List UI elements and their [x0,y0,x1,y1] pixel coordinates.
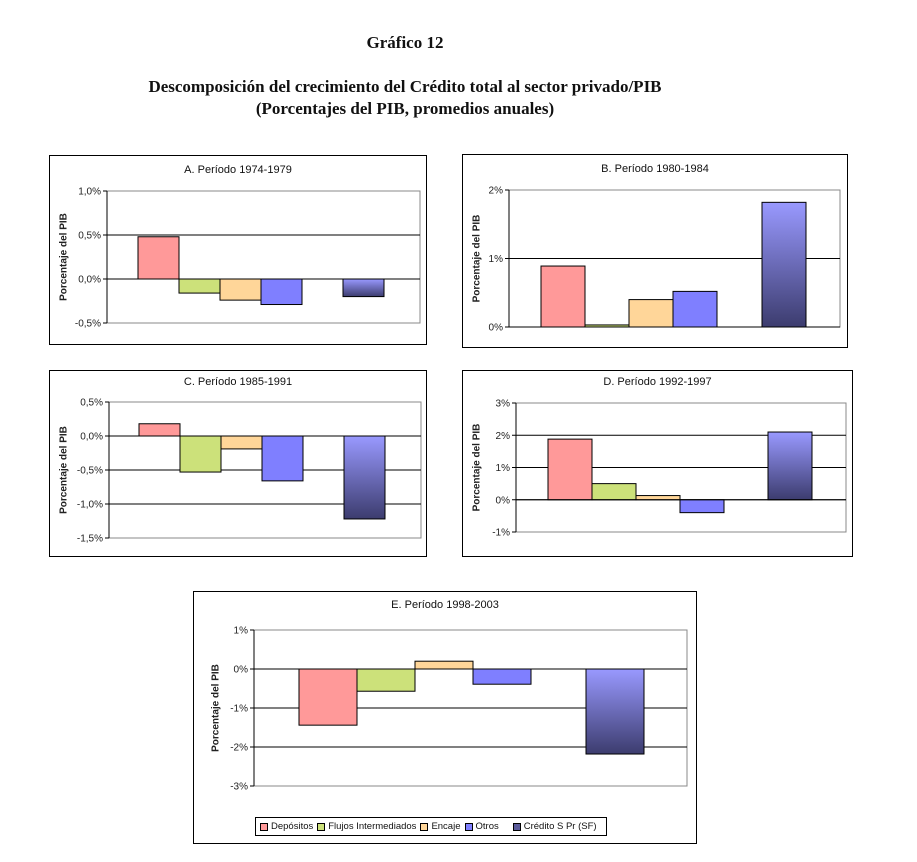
chart-title: D. Período 1992-1997 [603,376,711,388]
y-tick-label: 0,0% [80,432,103,443]
bar-otros [679,499,725,514]
legend-swatch [317,822,326,831]
bar-otros [261,435,304,482]
bar-encaje [219,278,262,301]
chart-svg: E. Período 1998-2003 1% 0% -1% -2% -3% Porcent… [211,599,688,793]
legend-item-credito: Crédito S Pr (SF) [512,821,597,832]
bar-encaje [628,299,674,328]
y-tick-label: -3% [230,782,248,793]
y-tick-label: 0,0% [78,275,101,286]
bar-credito [342,278,385,298]
chart-panel-e: E. Período 1998-2003 1% 0% -1% -2% -3% Porcent… [193,591,697,844]
chart-panel-a: A. Período 1974-1979 1,0% 0,5% 0,0% -0,5% Por… [49,155,427,345]
bar-flujos [591,483,637,501]
bar-otros [260,278,303,306]
bar-depositos [138,423,181,437]
chart-svg: D. Período 1992-1997 3% 2% 1% 0% -1% Porcentaj… [472,376,847,539]
legend-label: Flujos Intermediados [328,821,417,832]
chart-panel-d: D. Período 1992-1997 3% 2% 1% 0% -1% Porcentaj… [462,370,853,557]
legend-item-encaje: Encaje [420,821,461,832]
chart-title: C. Período 1985-1991 [184,376,292,388]
legend-swatch [260,822,268,831]
y-tick-label: -1,5% [77,534,103,545]
y-tick-label: 0% [496,495,511,506]
bar-credito [343,435,386,520]
chart-svg: A. Período 1974-1979 1,0% 0,5% 0,0% -0,5% Por… [59,164,421,330]
y-axis-label: Porcentaje del PIB [211,664,222,752]
y-tick-label: 1% [496,463,511,474]
y-tick-label: -0,5% [77,466,103,477]
y-axis-label: Porcentaje del PIB [472,424,483,512]
y-tick-label: 0% [234,665,249,676]
chart-title: E. Período 1998-2003 [391,599,499,611]
chart-title: B. Período 1980-1984 [601,163,709,175]
legend-label: Depósitos [271,821,314,832]
bar-depositos [298,668,358,726]
y-tick-label: -1% [492,528,510,539]
chart-legend: Depósitos Flujos Intermediados Encaje Ot… [255,817,607,836]
y-tick-label: 2% [489,186,504,197]
y-tick-label: 1% [234,626,249,637]
y-axis-label: Porcentaje del PIB [472,215,483,303]
legend-item-flujos: Flujos Intermediados [317,821,416,832]
y-tick-label: 1% [489,254,504,265]
y-tick-label: 3% [496,399,511,410]
y-axis-label: Porcentaje del PIB [59,213,70,301]
chart-svg: B. Período 1980-1984 2% 1% 0% Porcentaje del… [472,163,841,334]
bar-depositos [547,438,593,501]
legend-swatch [512,822,521,831]
chart-title: A. Período 1974-1979 [184,164,292,176]
bar-otros [672,290,718,328]
y-tick-label: 0,5% [78,231,101,242]
y-tick-label: 0,5% [80,398,103,409]
bar-encaje [220,435,263,450]
y-tick-label: 2% [496,431,511,442]
chart-panel-c: C. Período 1985-1991 0,5% 0,0% -0,5% -1,0% -1… [49,370,427,557]
chart-svg: C. Período 1985-1991 0,5% 0,0% -0,5% -1,0% -1… [59,376,422,545]
bar-credito [767,431,813,501]
y-tick-label: -0,5% [75,319,101,330]
y-tick-label: 0% [489,323,504,334]
legend-label: Encaje [431,821,461,832]
legend-label: Crédito S Pr (SF) [523,821,597,832]
y-tick-label: -2% [230,743,248,754]
chart-panel-b: B. Período 1980-1984 2% 1% 0% Porcentaje del… [462,154,848,348]
legend-swatch [420,822,429,831]
bar-otros [472,668,532,685]
bar-flujos [178,278,221,294]
legend-item-otros: Otros [464,821,499,832]
legend-swatch [464,822,473,831]
legend-label: Otros [475,821,499,832]
bar-credito [585,668,645,755]
y-tick-label: -1% [230,704,248,715]
figure-label: Gráfico 12 [366,33,444,52]
figure-title-line1: Descomposición del crecimiento del Crédi… [148,77,662,96]
bar-flujos [356,668,416,692]
bar-encaje [635,495,681,501]
legend-item-depositos: Depósitos [260,821,313,832]
bar-credito [761,201,807,328]
y-tick-label: 1,0% [78,187,101,198]
bar-depositos [137,236,180,280]
y-axis-label: Porcentaje del PIB [59,426,70,514]
figure-title-line2: (Porcentajes del PIB, promedios anuales) [255,99,555,118]
bar-flujos [179,435,222,473]
y-tick-label: -1,0% [77,500,103,511]
bar-encaje [414,660,474,670]
bar-depositos [540,265,586,328]
figure-title: Descomposición del crecimiento del Crédi… [0,76,810,120]
